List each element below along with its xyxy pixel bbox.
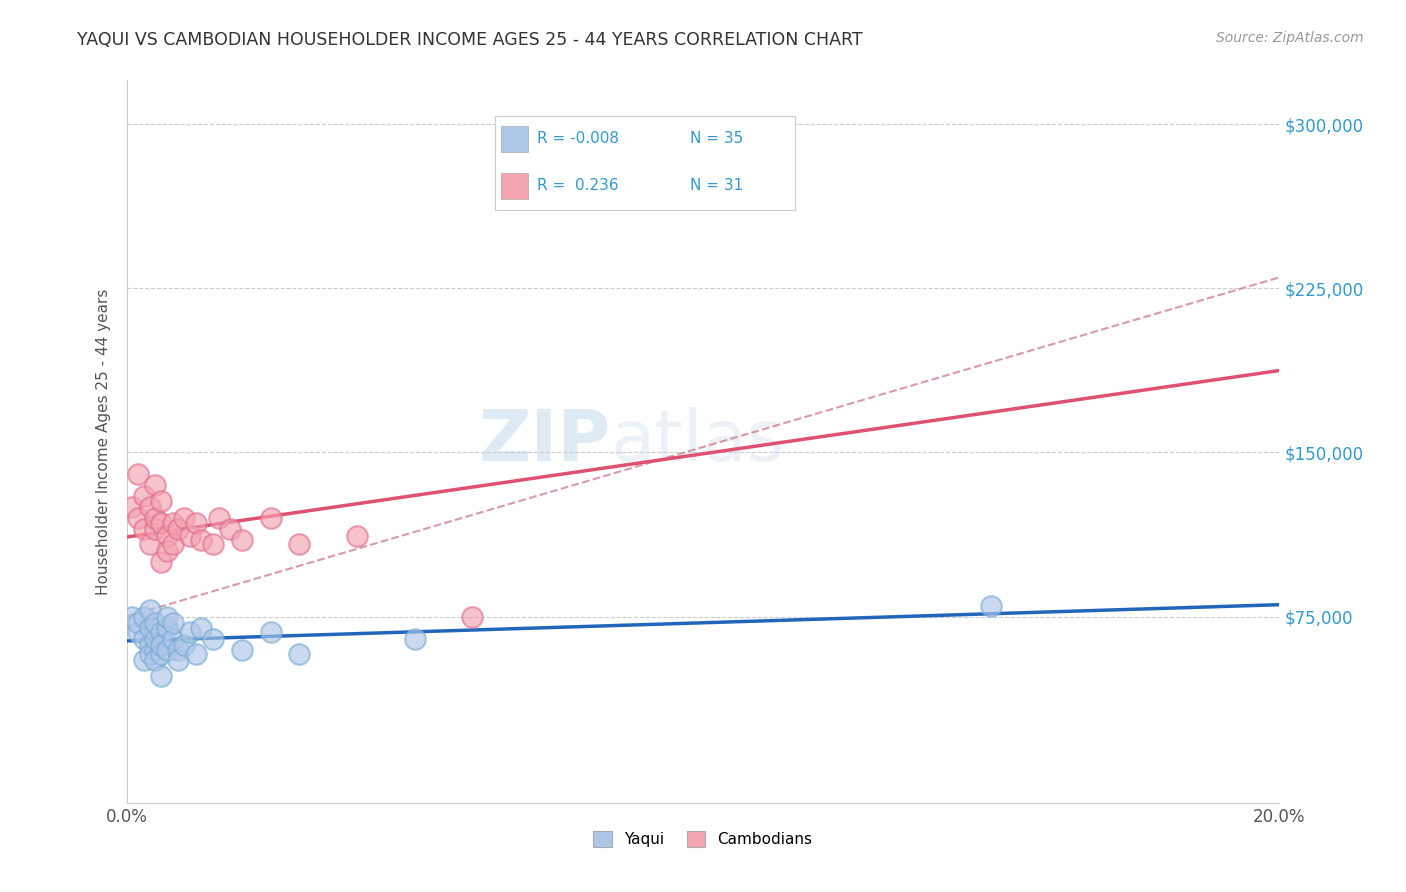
Point (127, 467, 149, 482)
Text: YAQUI VS CAMBODIAN HOUSEHOLDER INCOME AGES 25 - 44 YEARS CORRELATION CHART: YAQUI VS CAMBODIAN HOUSEHOLDER INCOME AG… (77, 31, 863, 49)
Point (145, 511, 166, 525)
Point (150, 493, 173, 508)
Point (145, 642, 166, 657)
Point (150, 638, 173, 652)
Point (179, 625, 201, 640)
Point (132, 632, 155, 646)
Point (190, 621, 212, 635)
Point (167, 642, 190, 657)
Point (145, 522, 166, 536)
Point (162, 632, 184, 646)
Point (219, 522, 242, 536)
Point (138, 621, 160, 635)
Point (980, 599, 1002, 613)
Point (150, 555, 173, 569)
Point (288, 537, 311, 551)
Point (138, 500, 160, 515)
Point (121, 609, 143, 624)
Point (145, 653, 166, 667)
Point (190, 533, 212, 547)
Text: ZIP: ZIP (478, 407, 610, 476)
Point (173, 638, 195, 652)
Point (167, 653, 190, 667)
Point (346, 529, 368, 543)
Point (202, 537, 225, 551)
Point (132, 489, 155, 503)
Point (138, 647, 160, 661)
Point (167, 522, 190, 536)
Point (138, 638, 160, 652)
Legend: Yaqui, Cambodians: Yaqui, Cambodians (588, 825, 818, 853)
Point (184, 647, 207, 661)
Point (145, 616, 166, 631)
Point (156, 609, 179, 624)
Point (259, 625, 281, 640)
Point (202, 632, 225, 646)
Point (127, 625, 149, 640)
Point (461, 609, 484, 624)
Point (231, 642, 253, 657)
Point (288, 647, 311, 661)
Point (156, 529, 179, 543)
Point (150, 647, 173, 661)
Point (132, 653, 155, 667)
Point (132, 609, 155, 624)
Point (127, 616, 149, 631)
Point (208, 511, 231, 525)
Point (162, 516, 184, 530)
Point (150, 625, 173, 640)
Point (156, 544, 179, 558)
Point (150, 516, 173, 530)
Point (231, 533, 253, 547)
Point (127, 511, 149, 525)
Point (145, 632, 166, 646)
Point (145, 478, 166, 492)
Point (404, 632, 426, 646)
Point (162, 537, 184, 551)
Point (156, 642, 179, 657)
Point (138, 537, 160, 551)
Point (121, 500, 143, 515)
Point (150, 669, 173, 683)
Point (173, 511, 195, 525)
Point (138, 603, 160, 617)
Point (132, 522, 155, 536)
Point (259, 511, 281, 525)
Text: Source: ZipAtlas.com: Source: ZipAtlas.com (1216, 31, 1364, 45)
Point (184, 516, 207, 530)
Point (179, 529, 201, 543)
Text: atlas: atlas (610, 407, 785, 476)
Point (156, 621, 179, 635)
Y-axis label: Householder Income Ages 25 - 44 years: Householder Income Ages 25 - 44 years (96, 288, 111, 595)
Point (162, 616, 184, 631)
